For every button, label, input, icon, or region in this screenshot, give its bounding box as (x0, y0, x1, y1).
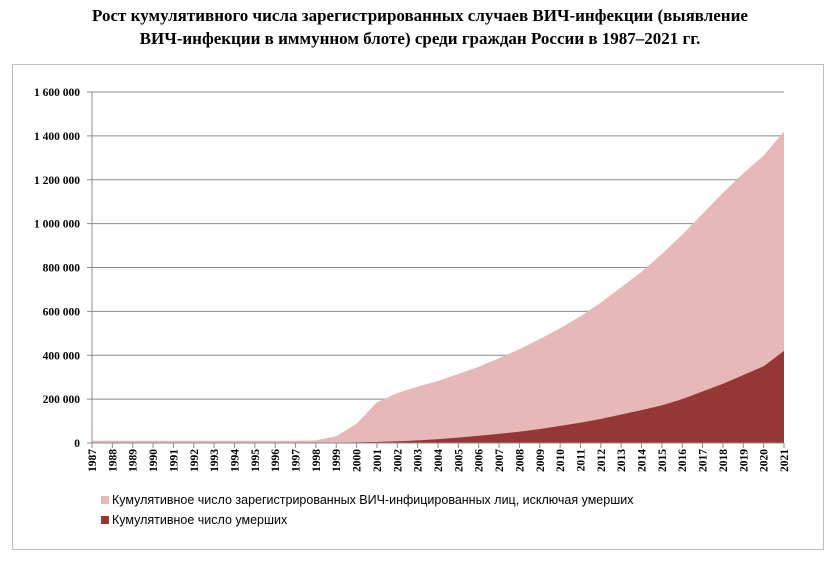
legend-label: Кумулятивное число умерших (112, 513, 288, 527)
x-tick-label: 1999 (331, 449, 343, 472)
x-tick-label: 1992 (189, 449, 201, 472)
x-tick-label: 1993 (209, 449, 221, 472)
x-tick-label: 2003 (413, 449, 425, 472)
x-tick-label: 1996 (270, 449, 282, 472)
x-tick-label: 2011 (575, 449, 587, 472)
x-tick-label: 1995 (250, 449, 262, 472)
x-tick-label: 1989 (128, 449, 140, 472)
x-tick-label: 2005 (453, 449, 465, 472)
x-tick-label: 2010 (555, 449, 567, 472)
x-tick-label: 2013 (616, 449, 628, 472)
y-tick-label: 400 000 (43, 350, 81, 362)
x-tick-label: 2020 (759, 449, 771, 472)
x-tick-label: 2018 (718, 449, 730, 472)
x-tick-label: 2001 (372, 449, 384, 472)
y-tick-label: 800 000 (43, 263, 81, 275)
y-tick-label: 0 (74, 438, 80, 450)
x-tick-label: 1988 (107, 449, 119, 472)
x-tick-label: 2012 (596, 449, 608, 472)
y-tick-label: 200 000 (43, 394, 81, 406)
y-tick-label: 1 400 000 (34, 131, 80, 143)
chart-title: Рост кумулятивного числа зарегистрирован… (0, 4, 840, 50)
x-tick-label: 1997 (291, 449, 303, 472)
x-tick-label: 2019 (738, 449, 750, 472)
x-tick-label: 1991 (168, 449, 180, 472)
x-tick-label: 2007 (494, 449, 506, 472)
chart-title-line1: Рост кумулятивного числа зарегистрирован… (92, 6, 748, 25)
x-tick-label: 2014 (637, 449, 649, 472)
x-tick-label: 1987 (87, 449, 99, 472)
y-tick-label: 1 000 000 (34, 219, 80, 231)
y-tick-label: 1 600 000 (34, 87, 80, 99)
series-area-deceased (92, 350, 784, 443)
x-tick-label: 2000 (352, 449, 364, 472)
y-tick-label: 600 000 (43, 306, 81, 318)
legend-swatch (101, 516, 109, 524)
x-tick-label: 2008 (514, 449, 526, 472)
x-tick-label: 1998 (311, 449, 323, 472)
x-tick-label: 2004 (433, 449, 445, 472)
x-tick-label: 2002 (392, 449, 404, 472)
series-area-living (92, 131, 784, 443)
x-tick-label: 2006 (474, 449, 486, 472)
legend-label: Кумулятивное число зарегистрированных ВИ… (112, 493, 634, 507)
chart-frame (12, 64, 824, 550)
chart-title-line2: ВИЧ-инфекции в иммунном блоте) среди гра… (139, 29, 701, 48)
x-tick-label: 2017 (698, 449, 710, 472)
x-tick-label: 2016 (677, 449, 689, 472)
x-tick-label: 2009 (535, 449, 547, 472)
x-tick-label: 2021 (779, 449, 791, 472)
y-tick-label: 1 200 000 (34, 175, 80, 187)
x-tick-label: 1994 (229, 449, 241, 472)
legend-swatch (101, 496, 109, 504)
x-tick-label: 2015 (657, 449, 669, 472)
x-tick-label: 1990 (148, 449, 160, 472)
